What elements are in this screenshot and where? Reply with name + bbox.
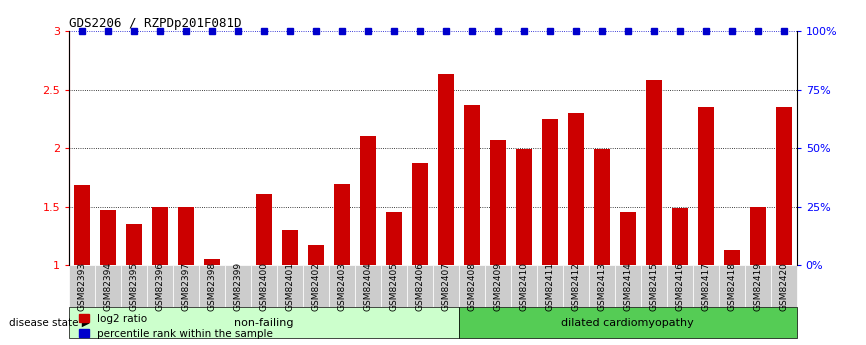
Bar: [308, 245, 324, 265]
Text: GSM82399: GSM82399: [234, 262, 242, 311]
Text: GSM82397: GSM82397: [182, 262, 191, 311]
Bar: [771, 265, 797, 307]
Bar: [620, 213, 636, 265]
Bar: [126, 224, 142, 265]
Bar: [282, 230, 298, 265]
Bar: [490, 140, 506, 265]
Text: GSM82402: GSM82402: [312, 262, 320, 310]
Text: GSM82412: GSM82412: [572, 262, 580, 310]
Bar: [459, 265, 485, 307]
Bar: [355, 265, 381, 307]
Bar: [433, 265, 459, 307]
Text: GSM82404: GSM82404: [364, 262, 372, 310]
Bar: [152, 207, 168, 265]
Text: GSM82411: GSM82411: [546, 262, 554, 311]
Bar: [646, 80, 662, 265]
Bar: [173, 265, 199, 307]
Bar: [485, 265, 511, 307]
Bar: [568, 113, 584, 265]
Bar: [204, 259, 220, 265]
Bar: [750, 207, 766, 265]
Bar: [719, 265, 745, 307]
Bar: [459, 307, 797, 338]
Text: GSM82393: GSM82393: [78, 262, 87, 311]
Text: GSM82406: GSM82406: [416, 262, 424, 311]
Bar: [542, 119, 558, 265]
Text: GSM82414: GSM82414: [624, 262, 632, 310]
Bar: [537, 265, 563, 307]
Bar: [693, 265, 719, 307]
Bar: [641, 265, 667, 307]
Bar: [516, 149, 532, 265]
Bar: [225, 265, 251, 307]
Text: GSM82420: GSM82420: [779, 262, 788, 310]
Bar: [667, 265, 693, 307]
Bar: [329, 265, 355, 307]
Text: non-failing: non-failing: [235, 318, 294, 328]
Bar: [69, 265, 95, 307]
Bar: [199, 265, 225, 307]
Bar: [698, 107, 714, 265]
Bar: [147, 265, 173, 307]
Text: GSM82415: GSM82415: [650, 262, 658, 311]
Bar: [594, 149, 610, 265]
Text: GSM82400: GSM82400: [260, 262, 268, 311]
Bar: [745, 265, 771, 307]
Bar: [464, 105, 480, 265]
Text: dilated cardiomyopathy: dilated cardiomyopathy: [561, 318, 695, 328]
Bar: [256, 194, 272, 265]
Bar: [74, 186, 90, 265]
Bar: [381, 265, 407, 307]
Text: GSM82409: GSM82409: [494, 262, 502, 311]
Bar: [303, 265, 329, 307]
Bar: [615, 265, 641, 307]
Text: disease state ▶: disease state ▶: [9, 318, 89, 328]
Text: GSM82395: GSM82395: [130, 262, 139, 311]
Bar: [511, 265, 537, 307]
Text: GSM82410: GSM82410: [520, 262, 528, 311]
Bar: [438, 74, 454, 265]
Bar: [121, 265, 147, 307]
Bar: [100, 210, 116, 265]
Bar: [251, 265, 277, 307]
Bar: [334, 184, 350, 265]
Bar: [95, 265, 121, 307]
Text: GSM82419: GSM82419: [753, 262, 762, 311]
Text: GSM82413: GSM82413: [598, 262, 606, 311]
Text: GSM82418: GSM82418: [727, 262, 736, 311]
Text: GDS2206 / RZPDp201F081D: GDS2206 / RZPDp201F081D: [69, 17, 242, 30]
Text: GSM82396: GSM82396: [156, 262, 165, 311]
Legend: log2 ratio, percentile rank within the sample: log2 ratio, percentile rank within the s…: [74, 310, 277, 343]
Text: GSM82394: GSM82394: [104, 262, 113, 311]
Bar: [672, 208, 688, 265]
Bar: [589, 265, 615, 307]
Bar: [69, 307, 459, 338]
Bar: [277, 265, 303, 307]
Bar: [563, 265, 589, 307]
Bar: [407, 265, 433, 307]
Text: GSM82401: GSM82401: [286, 262, 294, 311]
Bar: [724, 250, 740, 265]
Text: GSM82416: GSM82416: [675, 262, 684, 311]
Text: GSM82408: GSM82408: [468, 262, 476, 311]
Text: GSM82417: GSM82417: [701, 262, 710, 311]
Text: GSM82405: GSM82405: [390, 262, 398, 311]
Bar: [178, 207, 194, 265]
Text: GSM82407: GSM82407: [442, 262, 450, 311]
Bar: [776, 107, 792, 265]
Bar: [360, 136, 376, 265]
Bar: [386, 213, 402, 265]
Text: GSM82398: GSM82398: [208, 262, 216, 311]
Bar: [412, 163, 428, 265]
Text: GSM82403: GSM82403: [338, 262, 346, 311]
